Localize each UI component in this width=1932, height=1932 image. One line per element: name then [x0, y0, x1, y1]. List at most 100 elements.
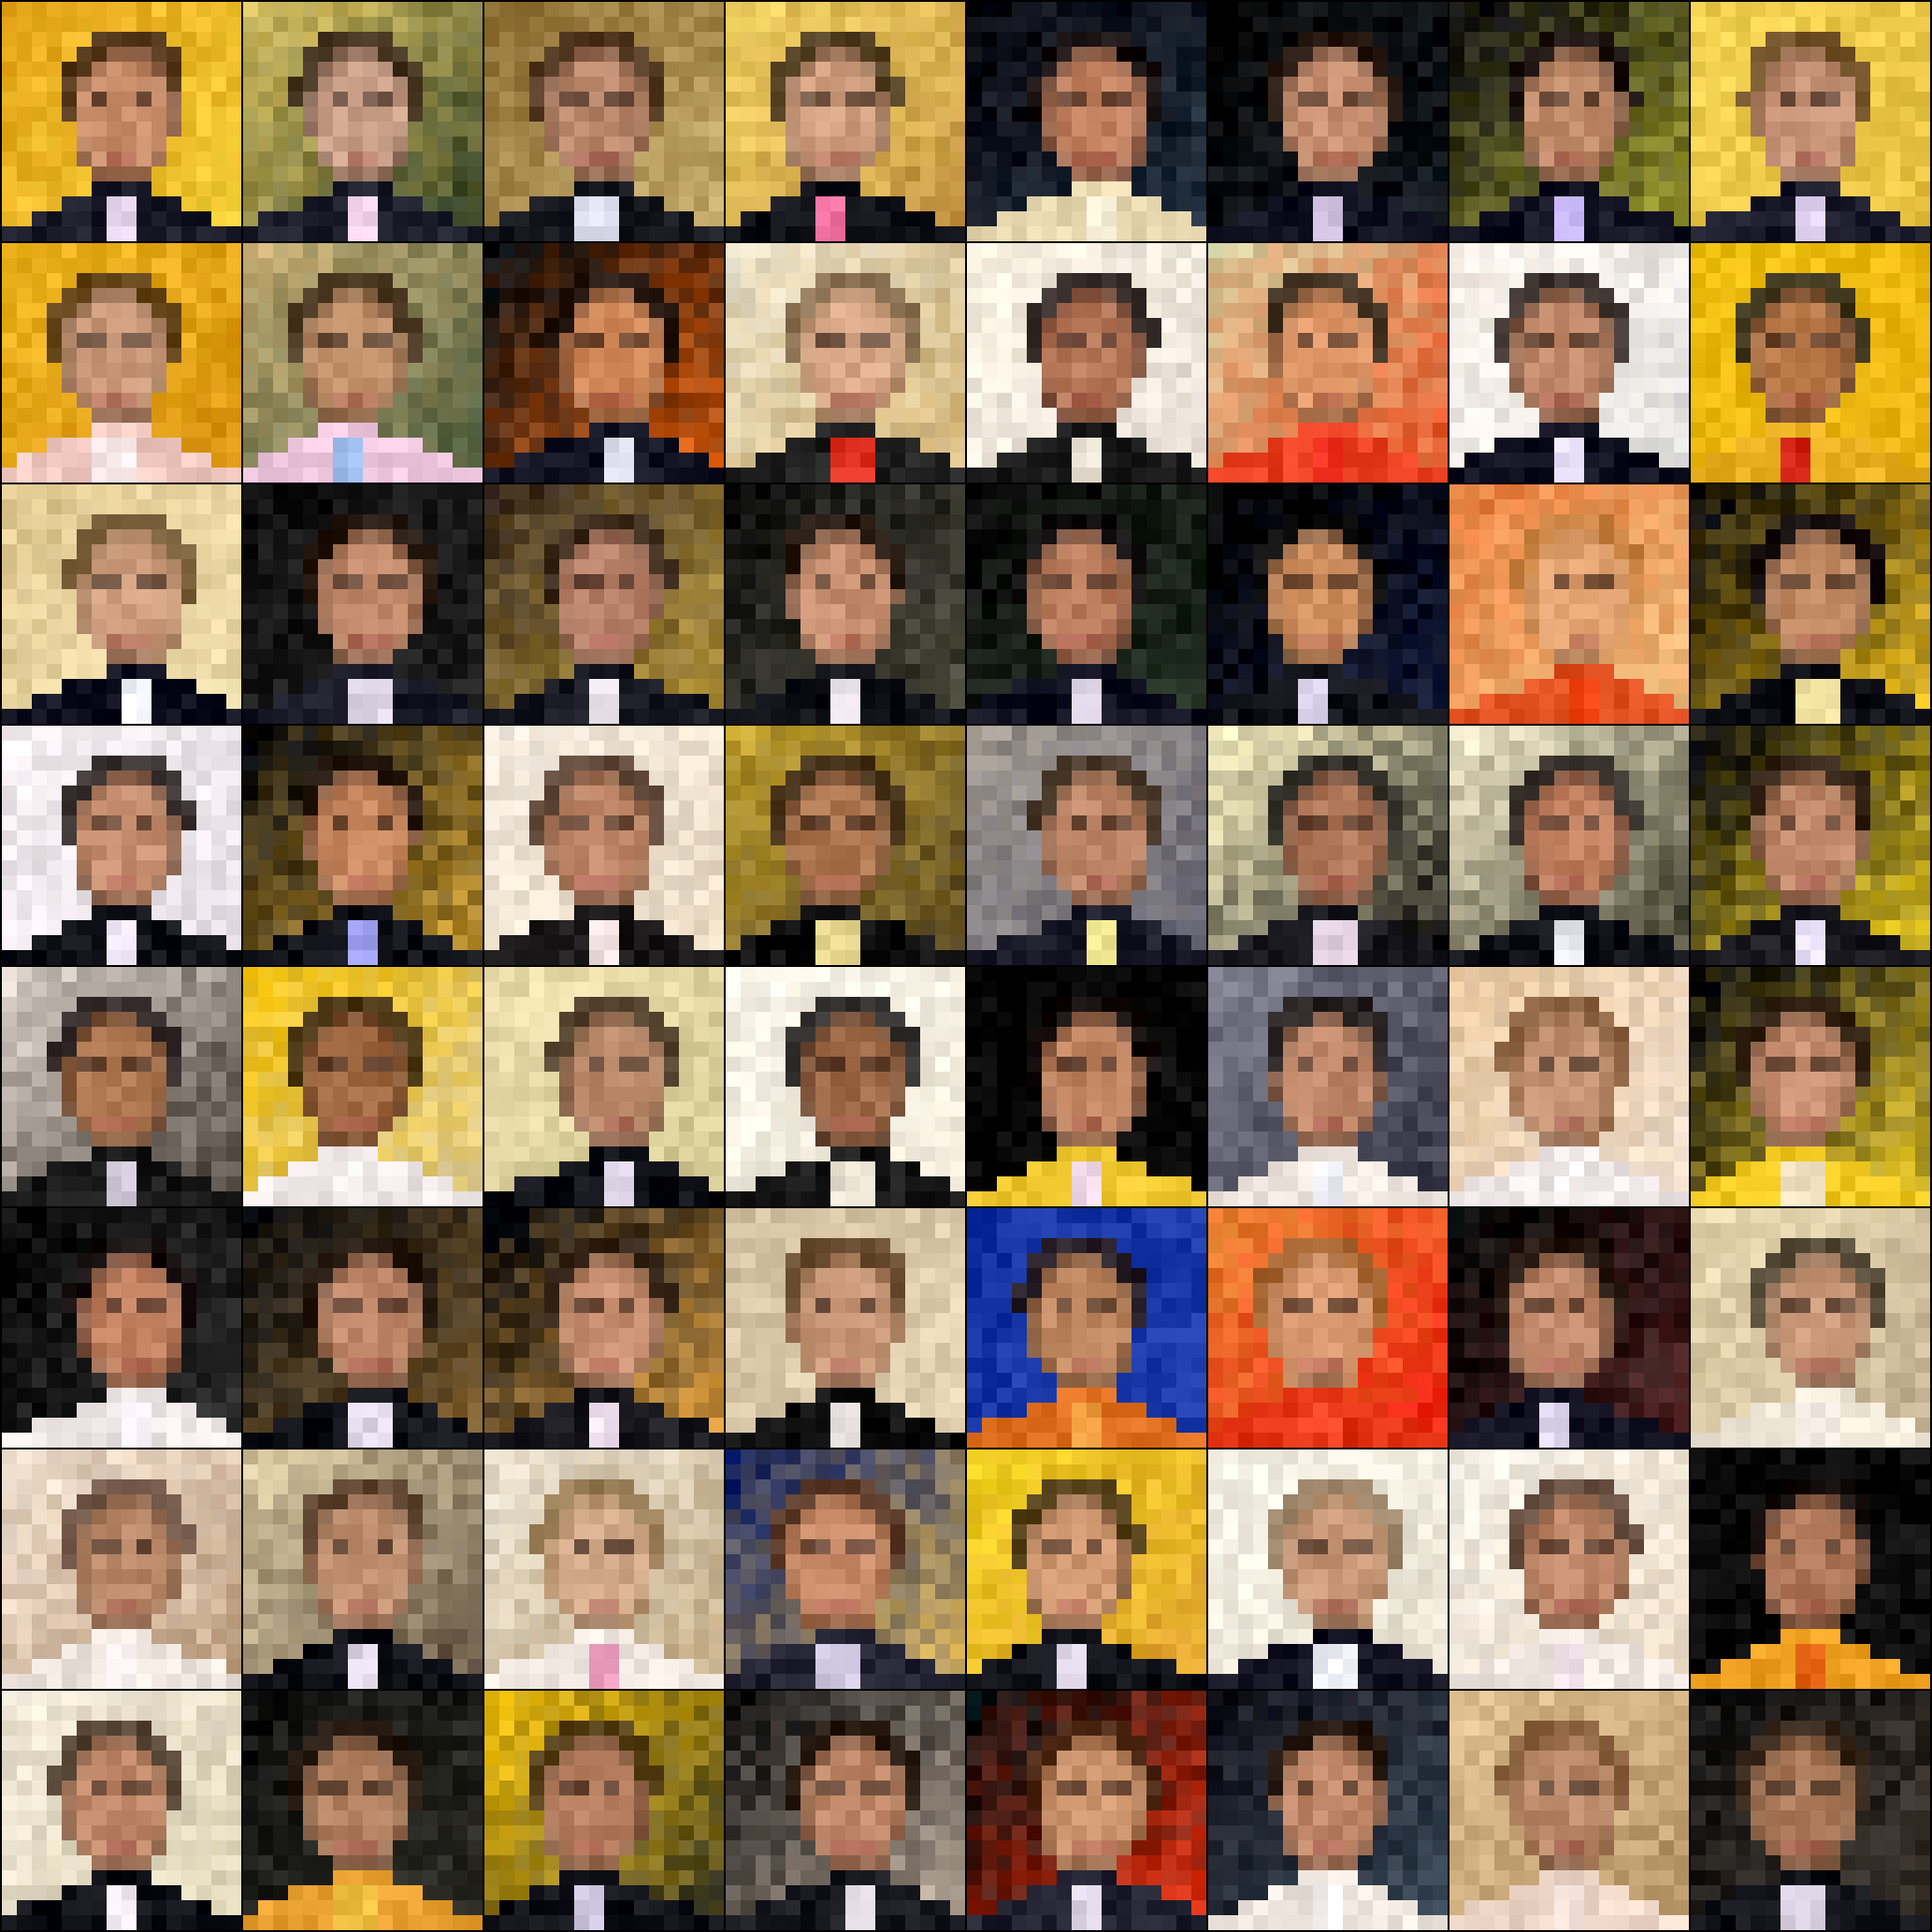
face-sample-tile [484, 243, 724, 483]
face-portrait-icon [1208, 1208, 1448, 1448]
face-portrait-icon [1208, 243, 1448, 483]
face-sample-tile [2, 484, 241, 724]
face-portrait-icon [1691, 484, 1930, 724]
face-portrait-icon [2, 2, 241, 241]
face-sample-tile [967, 243, 1206, 483]
face-portrait-icon [1691, 243, 1930, 483]
face-sample-tile [243, 1208, 483, 1448]
face-sample-tile [1691, 1208, 1930, 1448]
face-portrait-icon [2, 967, 241, 1206]
face-sample-tile [967, 726, 1206, 965]
face-portrait-icon [726, 967, 965, 1206]
face-sample-tile [1208, 1449, 1448, 1689]
face-sample-tile [967, 1208, 1206, 1448]
face-portrait-icon [2, 484, 241, 724]
face-portrait-icon [2, 726, 241, 965]
face-portrait-icon [726, 243, 965, 483]
face-portrait-icon [484, 1691, 724, 1930]
face-sample-tile [2, 2, 241, 241]
face-portrait-icon [484, 243, 724, 483]
face-portrait-icon [1449, 1208, 1689, 1448]
face-sample-tile [1449, 484, 1689, 724]
face-portrait-icon [243, 243, 483, 483]
face-portrait-icon [967, 2, 1206, 241]
face-portrait-icon [1691, 967, 1930, 1206]
face-sample-tile [2, 1449, 241, 1689]
face-sample-tile [484, 726, 724, 965]
face-portrait-icon [2, 1691, 241, 1930]
face-portrait-icon [484, 1449, 724, 1689]
face-sample-tile [484, 1449, 724, 1689]
face-portrait-icon [1208, 967, 1448, 1206]
face-sample-tile [1691, 484, 1930, 724]
face-portrait-icon [726, 1691, 965, 1930]
face-sample-tile [726, 726, 965, 965]
face-portrait-icon [243, 1449, 483, 1689]
face-portrait-icon [1449, 484, 1689, 724]
face-portrait-icon [967, 1691, 1206, 1930]
face-sample-tile [1449, 2, 1689, 241]
face-sample-tile [726, 1208, 965, 1448]
face-portrait-icon [1449, 2, 1689, 241]
face-portrait-icon [1208, 1449, 1448, 1689]
face-sample-tile [484, 967, 724, 1206]
face-sample-tile [1449, 1449, 1689, 1689]
face-portrait-icon [243, 1208, 483, 1448]
face-sample-tile [726, 967, 965, 1206]
face-portrait-icon [243, 967, 483, 1206]
face-portrait-icon [967, 967, 1206, 1206]
face-portrait-icon [243, 1691, 483, 1930]
face-sample-tile [243, 967, 483, 1206]
face-portrait-icon [967, 484, 1206, 724]
face-sample-tile [2, 726, 241, 965]
face-sample-tile [484, 2, 724, 241]
face-portrait-icon [1208, 2, 1448, 241]
face-portrait-icon [1449, 1449, 1689, 1689]
face-portrait-icon [1691, 1691, 1930, 1930]
face-portrait-icon [1208, 726, 1448, 965]
face-sample-tile [2, 967, 241, 1206]
face-portrait-icon [484, 484, 724, 724]
face-sample-tile [1449, 1208, 1689, 1448]
face-sample-tile [1449, 1691, 1689, 1930]
face-sample-tile [243, 2, 483, 241]
face-sample-tile [1449, 967, 1689, 1206]
face-portrait-icon [1208, 484, 1448, 724]
face-portrait-icon [967, 1208, 1206, 1448]
face-sample-tile [484, 1691, 724, 1930]
face-portrait-icon [484, 967, 724, 1206]
face-portrait-icon [2, 243, 241, 483]
face-portrait-icon [1449, 726, 1689, 965]
face-sample-tile [1691, 2, 1930, 241]
face-portrait-icon [1449, 243, 1689, 483]
face-sample-tile [484, 1208, 724, 1448]
face-portrait-icon [967, 1449, 1206, 1689]
face-portrait-icon [243, 484, 483, 724]
face-portrait-icon [1691, 2, 1930, 241]
face-portrait-icon [484, 726, 724, 965]
face-sample-tile [1449, 726, 1689, 965]
face-sample-tile [243, 243, 483, 483]
face-portrait-icon [1691, 1208, 1930, 1448]
face-sample-tile [1208, 2, 1448, 241]
face-sample-tile [484, 484, 724, 724]
face-portrait-icon [1691, 1449, 1930, 1689]
face-sample-tile [726, 243, 965, 483]
face-sample-tile [1691, 243, 1930, 483]
face-sample-tile [1691, 1691, 1930, 1930]
face-sample-tile [726, 484, 965, 724]
face-portrait-icon [726, 1208, 965, 1448]
face-portrait-icon [484, 1208, 724, 1448]
face-sample-tile [967, 1449, 1206, 1689]
face-sample-tile [243, 726, 483, 965]
face-sample-tile [1208, 1208, 1448, 1448]
face-sample-tile [2, 1208, 241, 1448]
face-sample-tile [1208, 243, 1448, 483]
face-sample-tile [1691, 967, 1930, 1206]
face-sample-tile [2, 243, 241, 483]
face-sample-tile [967, 484, 1206, 724]
face-sample-tile [967, 1691, 1206, 1930]
face-sample-tile [967, 967, 1206, 1206]
face-sample-tile [1208, 484, 1448, 724]
